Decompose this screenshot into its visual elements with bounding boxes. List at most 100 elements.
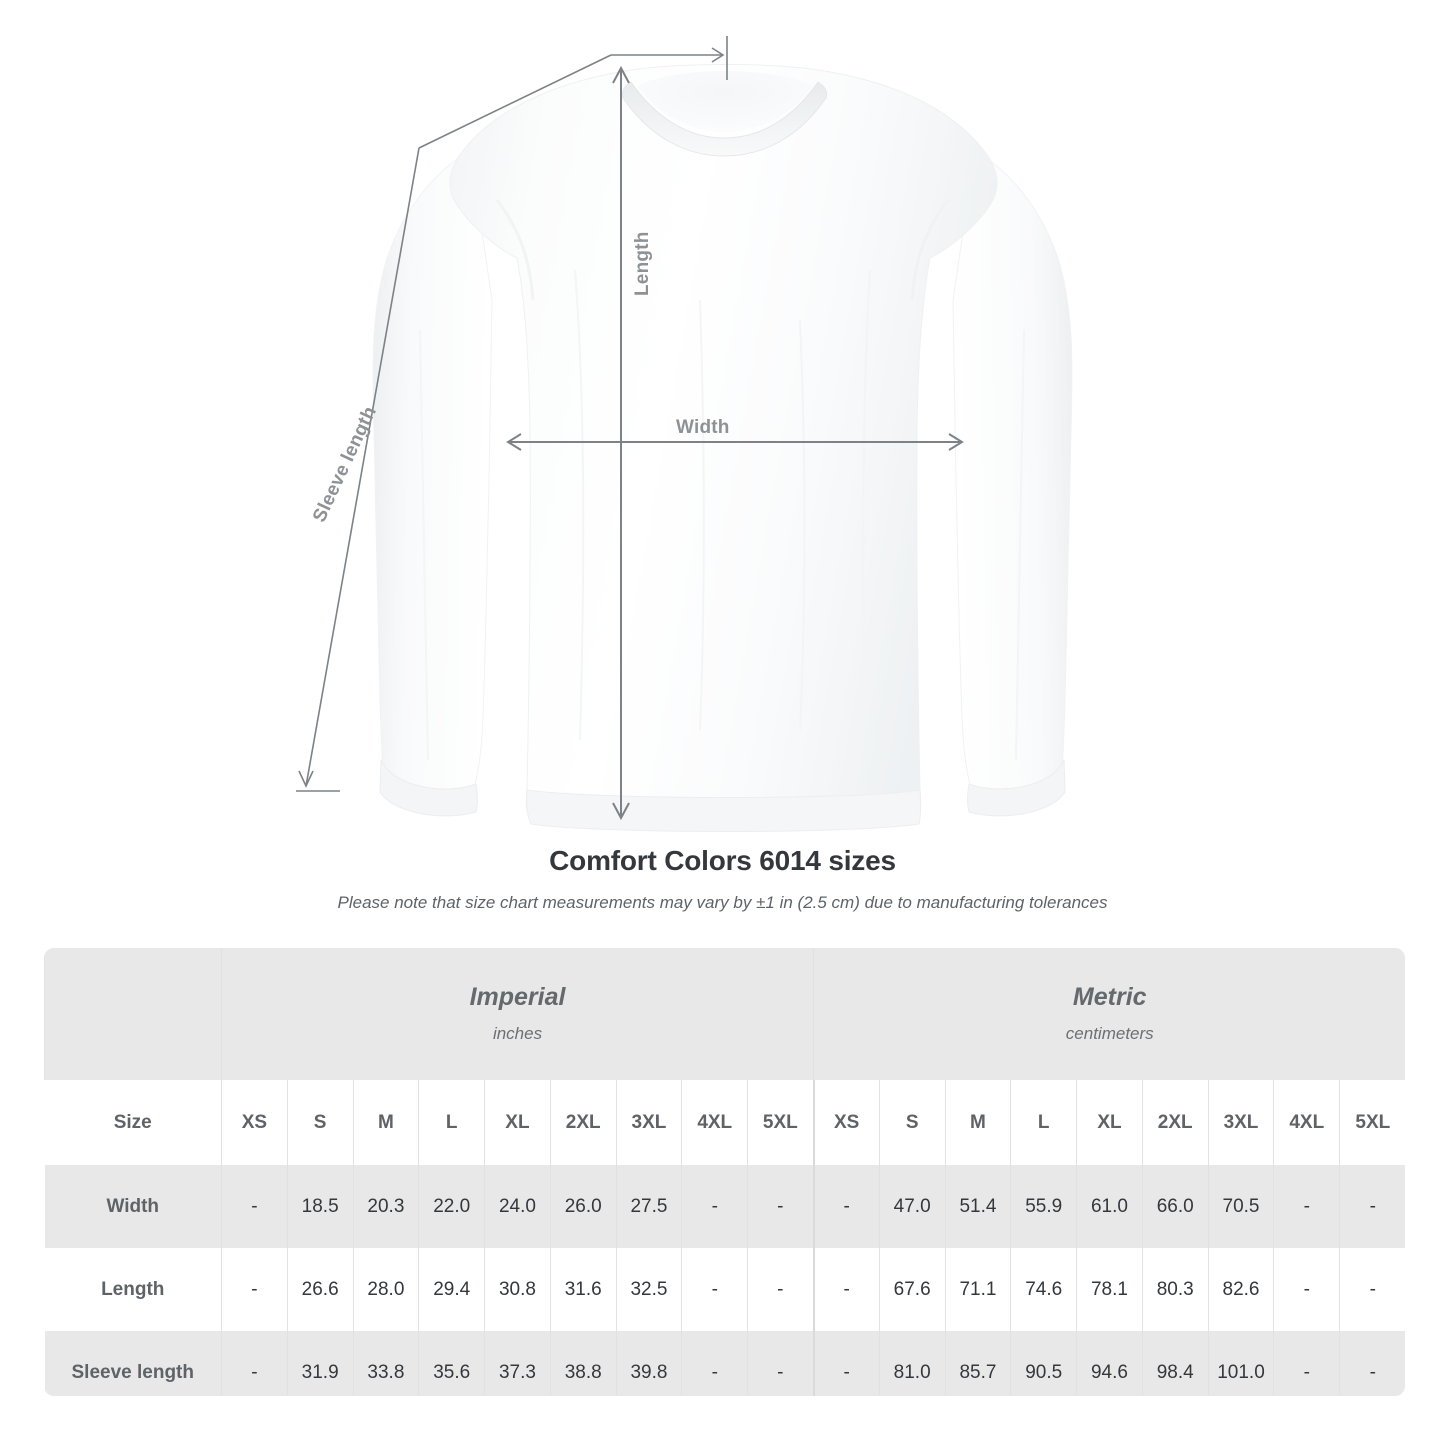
size-header-label: Size	[44, 1080, 222, 1165]
size-header-metric-s: S	[878, 1080, 946, 1165]
cell-width-imperial-xl: 24.0	[484, 1165, 551, 1248]
size-header-metric-3xl: 3XL	[1207, 1080, 1274, 1165]
size-header-imperial-s: S	[286, 1080, 354, 1165]
unit-spacer-cell	[44, 948, 222, 1080]
length-annotation-label: Length	[632, 231, 653, 296]
size-header-metric-4xl: 4XL	[1273, 1080, 1340, 1165]
cell-width-metric-l: 55.9	[1010, 1165, 1077, 1248]
cell-sleeve-length-metric-4xl: -	[1273, 1331, 1340, 1396]
cell-sleeve-length-imperial-m: 33.8	[352, 1331, 419, 1396]
size-header-metric-l: L	[1010, 1080, 1077, 1165]
cell-width-metric-5xl: -	[1339, 1165, 1405, 1248]
cell-width-metric-3xl: 70.5	[1207, 1165, 1274, 1248]
size-header-metric-m: M	[944, 1080, 1011, 1165]
cell-sleeve-length-metric-xl: 94.6	[1076, 1331, 1143, 1396]
cell-sleeve-length-metric-2xl: 98.4	[1141, 1331, 1209, 1396]
cell-sleeve-length-imperial-4xl: -	[681, 1331, 748, 1396]
width-annotation-label: Width	[676, 417, 730, 438]
size-header-metric-xl: XL	[1076, 1080, 1143, 1165]
cell-width-metric-xs: -	[812, 1165, 880, 1248]
cell-length-imperial-xs: -	[221, 1248, 288, 1331]
cell-length-metric-s: 67.6	[878, 1248, 946, 1331]
size-header-imperial-3xl: 3XL	[615, 1080, 682, 1165]
cell-length-imperial-2xl: 31.6	[549, 1248, 617, 1331]
cell-width-imperial-xs: -	[221, 1165, 288, 1248]
page-title: Comfort Colors 6014 sizes	[549, 845, 896, 876]
cell-width-metric-s: 47.0	[878, 1165, 946, 1248]
cell-length-metric-m: 71.1	[944, 1248, 1011, 1331]
sleeve-length-leader	[296, 36, 728, 792]
cell-length-metric-2xl: 80.3	[1141, 1248, 1209, 1331]
table-row: Width -18.5 20.3 22.0 24.0 26.0 27.5- - -47.0 51.…	[44, 1165, 1405, 1248]
cell-sleeve-length-metric-5xl: -	[1339, 1331, 1405, 1396]
garment-illustration: Width Length Sleeve length	[296, 36, 1073, 832]
cell-width-imperial-s: 18.5	[286, 1165, 354, 1248]
cell-sleeve-length-metric-3xl: 101.0	[1207, 1331, 1274, 1396]
cell-sleeve-length-metric-s: 81.0	[878, 1331, 946, 1396]
cell-length-metric-5xl: -	[1339, 1248, 1405, 1331]
size-header-imperial-5xl: 5XL	[747, 1080, 814, 1165]
size-table: Imperial inches Metric centimeters Size X…	[44, 948, 1405, 1396]
cell-length-imperial-5xl: -	[747, 1248, 814, 1331]
unit-group-metric-name: Metric	[1072, 983, 1147, 1012]
cell-sleeve-length-imperial-xl: 37.3	[484, 1331, 551, 1396]
cell-length-imperial-m: 28.0	[352, 1248, 419, 1331]
cell-length-imperial-xl: 30.8	[484, 1248, 551, 1331]
cell-sleeve-length-imperial-s: 31.9	[286, 1331, 354, 1396]
shirt-silhouette	[372, 64, 1073, 832]
measurement-guides	[296, 36, 964, 821]
cell-sleeve-length-imperial-5xl: -	[747, 1331, 814, 1396]
width-arrow	[506, 433, 964, 451]
cell-width-imperial-4xl: -	[681, 1165, 748, 1248]
size-table-container: Imperial inches Metric centimeters Size X…	[44, 948, 1405, 1396]
size-header-imperial-xl: XL	[484, 1080, 551, 1165]
cell-sleeve-length-metric-m: 85.7	[944, 1331, 1011, 1396]
size-header-imperial-xs: XS	[221, 1080, 288, 1165]
row-label-width: Width	[44, 1165, 222, 1248]
cell-width-metric-xl: 61.0	[1076, 1165, 1143, 1248]
cell-width-metric-m: 51.4	[944, 1165, 1011, 1248]
row-label-length: Length	[44, 1248, 222, 1331]
cell-width-metric-2xl: 66.0	[1141, 1165, 1209, 1248]
cell-width-imperial-m: 20.3	[352, 1165, 419, 1248]
cell-length-metric-l: 74.6	[1010, 1248, 1077, 1331]
cell-length-imperial-s: 26.6	[286, 1248, 354, 1331]
cell-sleeve-length-imperial-2xl: 38.8	[549, 1331, 617, 1396]
cell-width-imperial-l: 22.0	[418, 1165, 485, 1248]
unit-group-metric: Metric centimeters	[813, 948, 1405, 1080]
cell-sleeve-length-metric-xs: -	[812, 1331, 880, 1396]
cell-width-imperial-3xl: 27.5	[615, 1165, 682, 1248]
tolerance-note: Please note that size chart measurements…	[337, 893, 1108, 912]
unit-group-imperial-name: Imperial	[469, 983, 566, 1012]
table-row: Sleeve length -31.9 33.8 35.6 37.3 38.8 39.8- -…	[44, 1331, 1405, 1396]
cell-sleeve-length-imperial-3xl: 39.8	[615, 1331, 682, 1396]
size-header-imperial-4xl: 4XL	[681, 1080, 748, 1165]
size-header-metric-2xl: 2XL	[1141, 1080, 1209, 1165]
cell-length-metric-3xl: 82.6	[1207, 1248, 1274, 1331]
cell-width-metric-4xl: -	[1273, 1165, 1340, 1248]
cell-width-imperial-5xl: -	[747, 1165, 814, 1248]
cell-length-imperial-l: 29.4	[418, 1248, 485, 1331]
unit-group-imperial-sub: inches	[492, 1023, 543, 1043]
size-header-imperial-2xl: 2XL	[549, 1080, 617, 1165]
cell-length-metric-xl: 78.1	[1076, 1248, 1143, 1331]
cell-sleeve-length-imperial-xs: -	[221, 1331, 288, 1396]
unit-group-metric-sub: centimeters	[1065, 1023, 1154, 1043]
row-label-sleeve-length: Sleeve length	[44, 1331, 222, 1396]
caption-block: Comfort Colors 6014 sizes Please note th…	[0, 845, 1445, 913]
cell-width-imperial-2xl: 26.0	[549, 1165, 617, 1248]
cell-length-imperial-3xl: 32.5	[615, 1248, 682, 1331]
size-header-metric-5xl: 5XL	[1339, 1080, 1405, 1165]
length-arrow	[612, 65, 630, 821]
cell-length-metric-4xl: -	[1273, 1248, 1340, 1331]
cell-sleeve-length-metric-l: 90.5	[1010, 1331, 1077, 1396]
size-header-metric-xs: XS	[812, 1080, 880, 1165]
cell-sleeve-length-imperial-l: 35.6	[418, 1331, 485, 1396]
size-header-imperial-l: L	[418, 1080, 485, 1165]
unit-group-row: Imperial inches Metric centimeters	[44, 948, 1405, 1080]
size-header-row: Size XS S M L XL 2XL 3XL 4XL 5XL XS S M L XL 2XL 3XL 4XL 5…	[44, 1080, 1405, 1165]
size-header-imperial-m: M	[352, 1080, 419, 1165]
cell-length-metric-xs: -	[812, 1248, 880, 1331]
table-row: Length -26.6 28.0 29.4 30.8 31.6 32.5- - -67.6 71…	[44, 1248, 1405, 1331]
